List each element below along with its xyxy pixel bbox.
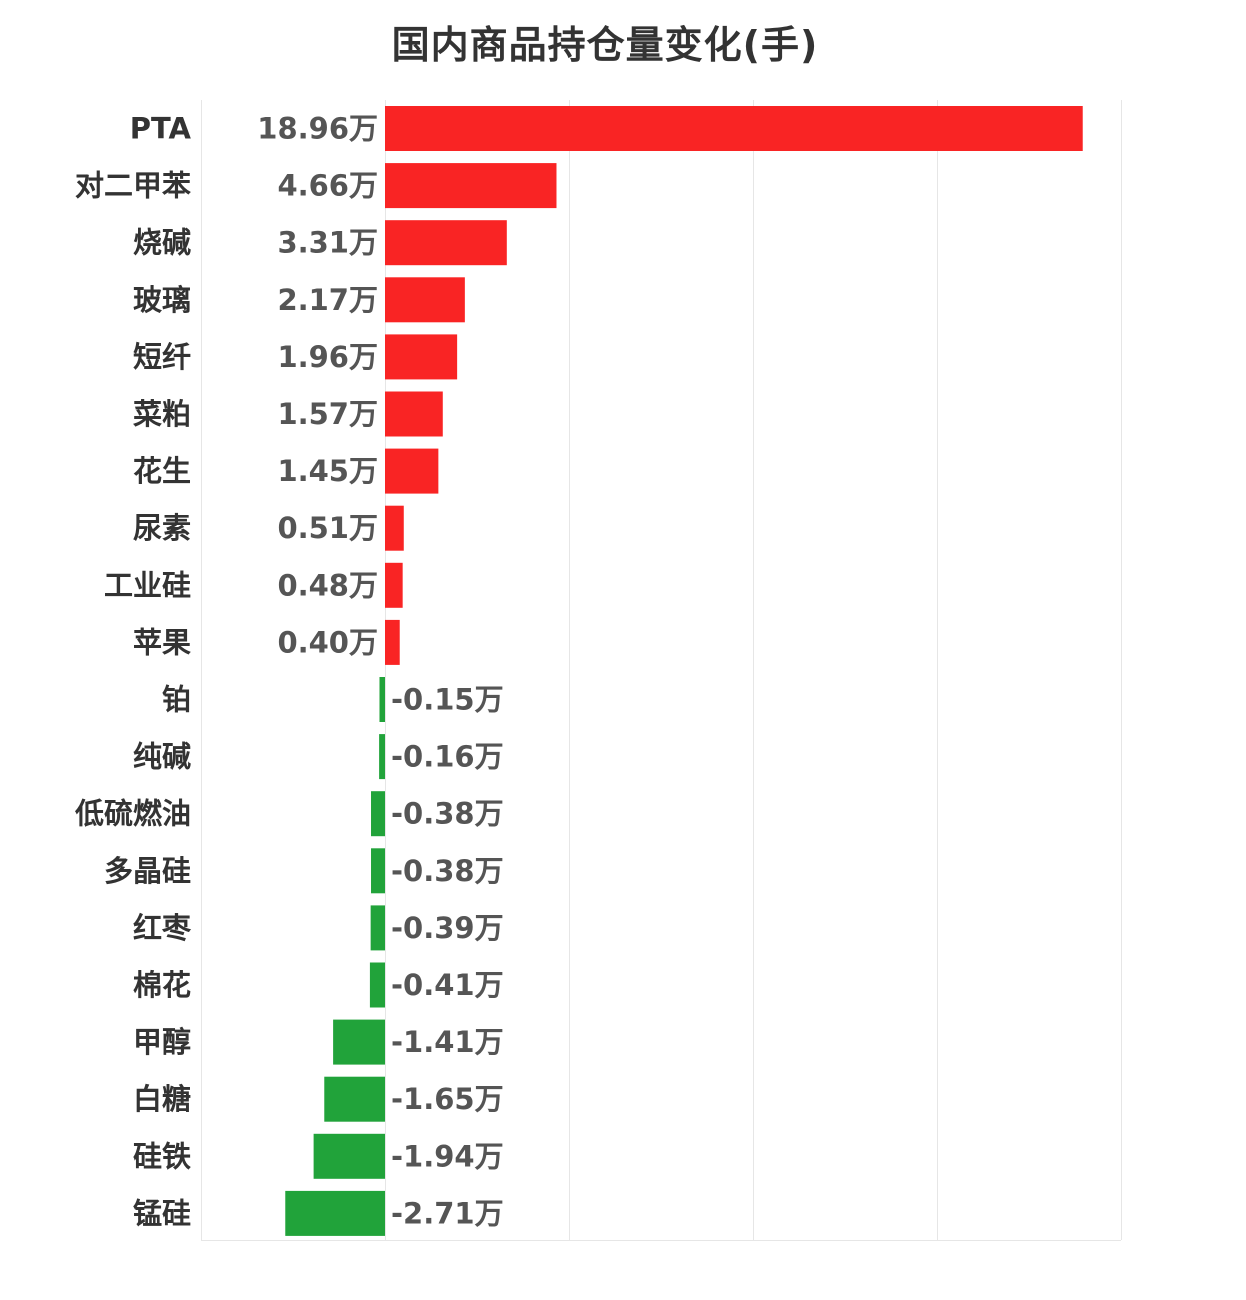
- bar-2: [385, 163, 557, 209]
- bar-15: [370, 905, 385, 951]
- category-label: 多晶硅: [104, 854, 191, 888]
- value-label: 3.31万: [277, 226, 378, 260]
- bar-8: [385, 505, 404, 551]
- value-label: 1.57万: [277, 397, 378, 431]
- category-label: 短纤: [133, 340, 191, 374]
- value-label: 0.40万: [277, 625, 378, 659]
- category-label: 锰硅: [133, 1196, 191, 1230]
- value-label: -2.71万: [391, 1196, 504, 1230]
- value-label: -0.16万: [391, 740, 504, 774]
- value-label: 1.45万: [277, 454, 378, 488]
- value-label: -1.94万: [391, 1139, 504, 1173]
- bar-11: [379, 677, 385, 722]
- value-label: 18.96万: [257, 112, 378, 146]
- category-label: 白糖: [133, 1082, 191, 1116]
- category-label: 铂: [162, 683, 191, 717]
- value-label: -1.41万: [391, 1025, 504, 1059]
- bar-17: [333, 1019, 385, 1065]
- category-label: 棉花: [133, 968, 191, 1002]
- category-label: 花生: [133, 454, 191, 488]
- bar-9: [385, 562, 403, 608]
- bar-12: [379, 734, 385, 780]
- bar-7: [385, 448, 439, 494]
- bar-4: [385, 277, 465, 323]
- bar-16: [369, 962, 385, 1008]
- bar-1: [385, 106, 1083, 151]
- value-label: -0.39万: [391, 911, 504, 945]
- category-label: PTA: [130, 112, 192, 146]
- bar-layer: [285, 106, 1083, 1236]
- category-label: 低硫燃油: [74, 797, 191, 831]
- grid-layer: [201, 100, 1122, 1241]
- category-label: 菜粕: [133, 397, 191, 431]
- category-label: 甲醇: [133, 1025, 191, 1059]
- bar-13: [371, 791, 385, 837]
- category-label: 烧碱: [133, 226, 191, 260]
- value-label: -0.15万: [391, 683, 504, 717]
- category-label: 工业硅: [104, 568, 191, 602]
- chart-title: 国内商品持仓量变化(手): [391, 23, 819, 67]
- value-label: -0.38万: [391, 797, 504, 831]
- value-label: 4.66万: [277, 169, 378, 203]
- category-label: 红枣: [133, 911, 192, 945]
- bar-5: [385, 334, 458, 380]
- bar-19: [313, 1133, 385, 1179]
- value-label: -1.65万: [391, 1082, 504, 1116]
- category-label: 玻璃: [133, 283, 191, 317]
- bar-14: [371, 848, 385, 894]
- value-label: -0.38万: [391, 854, 504, 888]
- category-label: 尿素: [133, 511, 191, 545]
- category-label: 对二甲苯: [75, 169, 191, 203]
- bar-20: [285, 1190, 385, 1236]
- value-label: 0.51万: [277, 511, 378, 545]
- value-label: 2.17万: [277, 283, 378, 317]
- bar-6: [385, 391, 443, 437]
- category-label: 纯碱: [133, 740, 191, 774]
- category-label: 苹果: [133, 625, 191, 659]
- bar-18: [324, 1076, 385, 1122]
- value-label: 1.96万: [277, 340, 378, 374]
- bar-3: [385, 220, 507, 266]
- value-label: -0.41万: [391, 968, 504, 1002]
- value-label: 0.48万: [277, 568, 378, 602]
- bar-10: [385, 619, 400, 665]
- category-label: 硅铁: [133, 1139, 191, 1173]
